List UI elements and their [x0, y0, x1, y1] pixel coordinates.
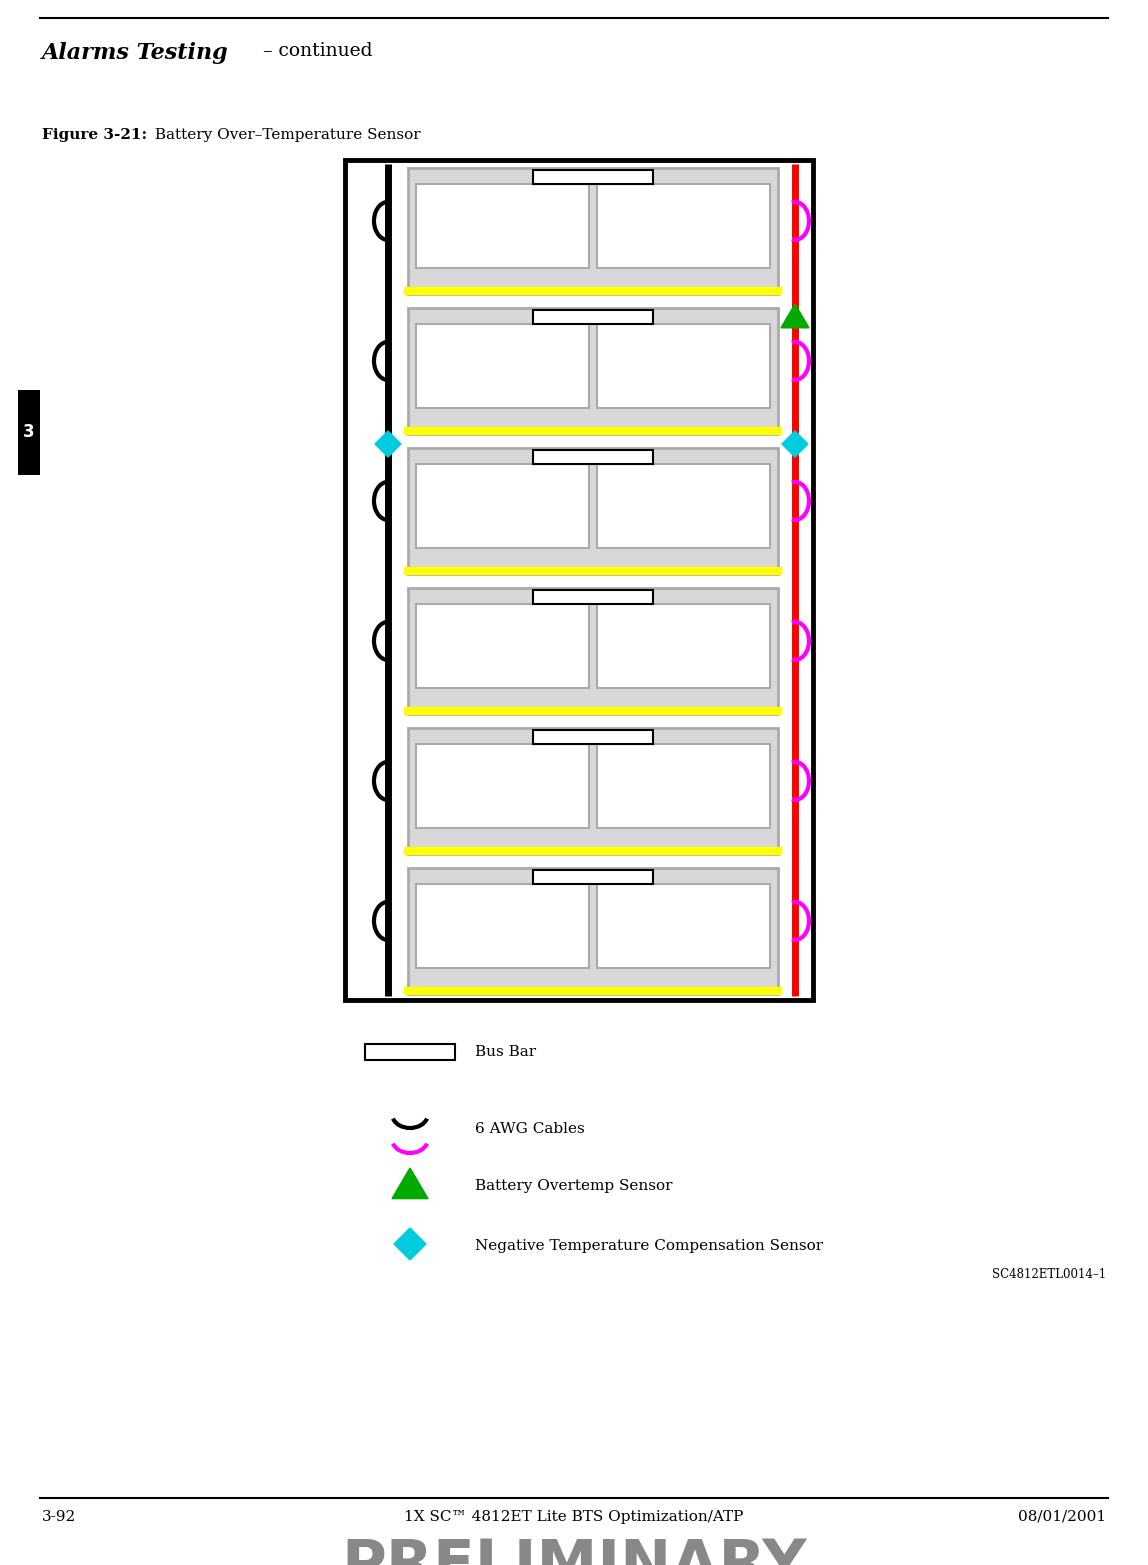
Bar [408, 448, 778, 574]
Bar [416, 185, 589, 268]
Bar [533, 870, 653, 884]
Polygon shape [394, 1229, 426, 1260]
Bar [408, 308, 778, 434]
Bar [533, 451, 653, 463]
Bar [533, 310, 653, 324]
Bar [365, 1044, 455, 1060]
Bar [408, 588, 778, 714]
Text: Negative Temperature Compensation Sensor: Negative Temperature Compensation Sensor [475, 1239, 823, 1254]
Bar [416, 884, 589, 969]
Text: 08/01/2001: 08/01/2001 [1018, 1510, 1106, 1524]
Text: Battery Over–Temperature Sensor: Battery Over–Temperature Sensor [150, 128, 420, 142]
Polygon shape [375, 430, 401, 457]
Bar [533, 729, 653, 743]
Bar [346, 160, 813, 1000]
Bar [597, 743, 770, 828]
Text: Battery Overtemp Sensor: Battery Overtemp Sensor [475, 1178, 673, 1193]
Bar [597, 463, 770, 548]
Text: Figure 3-21:: Figure 3-21: [42, 128, 147, 142]
Polygon shape [782, 430, 808, 457]
Text: Bus Bar: Bus Bar [475, 1045, 536, 1060]
Text: 1X SC™ 4812ET Lite BTS Optimization/ATP: 1X SC™ 4812ET Lite BTS Optimization/ATP [404, 1510, 744, 1524]
Text: PRELIMINARY: PRELIMINARY [341, 1538, 807, 1565]
Bar [597, 604, 770, 689]
Bar [597, 185, 770, 268]
Bar [408, 869, 778, 994]
Bar [18, 390, 40, 476]
Bar [416, 604, 589, 689]
Text: 3: 3 [23, 423, 34, 441]
Bar [416, 743, 589, 828]
Polygon shape [391, 1167, 428, 1199]
Text: 3-92: 3-92 [42, 1510, 76, 1524]
Bar [533, 171, 653, 185]
Bar [597, 324, 770, 408]
Text: – continued: – continued [257, 42, 372, 59]
Bar [416, 324, 589, 408]
Bar [408, 167, 778, 294]
Polygon shape [781, 304, 809, 327]
Bar [597, 884, 770, 969]
Text: SC4812ETL0014–1: SC4812ETL0014–1 [992, 1268, 1106, 1282]
Bar [408, 728, 778, 854]
Bar [416, 463, 589, 548]
Bar [533, 590, 653, 604]
Text: 6 AWG Cables: 6 AWG Cables [475, 1122, 584, 1136]
Text: Alarms Testing: Alarms Testing [42, 42, 228, 64]
